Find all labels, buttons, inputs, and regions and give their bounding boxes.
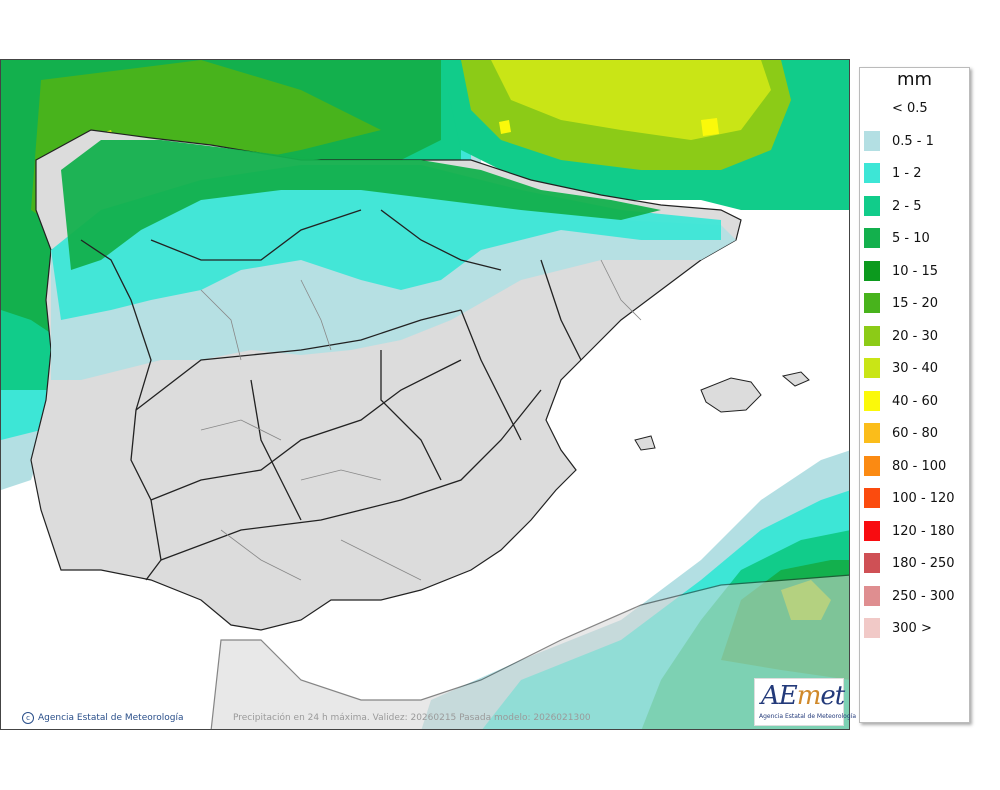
legend-row: 80 - 100 bbox=[864, 455, 968, 476]
map-canvas bbox=[1, 60, 849, 729]
legend-swatch bbox=[864, 390, 880, 411]
logo-part-ae: AE bbox=[761, 681, 798, 711]
portugal-border bbox=[80, 239, 162, 581]
legend-swatch bbox=[864, 130, 880, 151]
legend-label: 100 - 120 bbox=[892, 491, 955, 506]
legend-row: 0.5 - 1 bbox=[864, 130, 968, 151]
legend-row: 250 - 300 bbox=[864, 585, 968, 606]
island-menorca bbox=[781, 371, 810, 387]
aemet-logo-subtitle: Agencia Estatal de Meteorología bbox=[759, 713, 856, 720]
legend-swatch bbox=[864, 618, 880, 638]
legend-label: 10 - 15 bbox=[892, 263, 939, 279]
island-mallorca bbox=[700, 377, 762, 413]
legend-row: 30 - 40 bbox=[864, 358, 968, 378]
credit-text: Agencia Estatal de Meteorología bbox=[38, 713, 184, 723]
legend-label: 80 - 100 bbox=[892, 458, 947, 474]
legend-row: 120 - 180 bbox=[864, 520, 968, 541]
legend-label: 0.5 - 1 bbox=[892, 133, 934, 149]
island-ibiza bbox=[634, 435, 656, 451]
legend-row: 60 - 80 bbox=[864, 423, 968, 443]
legend-swatch bbox=[864, 163, 880, 183]
legend-row: 180 - 250 bbox=[864, 553, 968, 573]
precip-north-40-60 bbox=[701, 118, 719, 136]
legend-label: 5 - 10 bbox=[892, 231, 930, 246]
legend-label: 250 - 300 bbox=[892, 588, 955, 604]
legend-swatch bbox=[864, 325, 880, 346]
legend-row: 5 - 10 bbox=[864, 228, 968, 248]
legend-row: 300 > bbox=[864, 618, 968, 638]
precip-north-40-60b bbox=[499, 120, 511, 134]
legend-label: 40 - 60 bbox=[892, 393, 939, 409]
legend-panel: mm < 0.5 0.5 - 1 1 - 2 2 - 5 5 - 10 10 - 15 15… bbox=[859, 67, 970, 723]
province-borders bbox=[200, 259, 642, 581]
legend-row: 40 - 60 bbox=[864, 390, 968, 411]
legend-swatch bbox=[864, 293, 880, 313]
legend-row: 1 - 2 bbox=[864, 163, 968, 183]
legend-label: 30 - 40 bbox=[892, 361, 939, 376]
legend-label: 180 - 250 bbox=[892, 556, 955, 571]
credit-label: c Agencia Estatal de Meteorología bbox=[22, 712, 184, 724]
africa-land bbox=[210, 574, 849, 729]
logo-part-m: m bbox=[796, 681, 822, 711]
legend-swatch bbox=[864, 520, 880, 541]
legend-swatch bbox=[864, 455, 880, 476]
legend-label: 60 - 80 bbox=[892, 426, 939, 441]
legend-swatch bbox=[864, 553, 880, 573]
legend-label: 1 - 2 bbox=[892, 166, 922, 181]
legend-swatch bbox=[864, 423, 880, 443]
region-borders bbox=[135, 209, 582, 561]
legend-swatch bbox=[864, 228, 880, 248]
aemet-logo: AEmet Agencia Estatal de Meteorología bbox=[754, 678, 856, 726]
legend-label: 120 - 180 bbox=[892, 523, 955, 539]
legend-row: 20 - 30 bbox=[864, 325, 968, 346]
legend-row: 2 - 5 bbox=[864, 195, 968, 216]
legend-label: 20 - 30 bbox=[892, 328, 939, 344]
legend-row: 15 - 20 bbox=[864, 293, 968, 313]
legend-row: < 0.5 bbox=[864, 98, 968, 118]
precipitation-map bbox=[0, 59, 850, 730]
logo-part-et: et bbox=[820, 681, 845, 711]
legend-row: 10 - 15 bbox=[864, 260, 968, 281]
aemet-logo-text: AEmet bbox=[761, 681, 845, 711]
legend-label: 15 - 20 bbox=[892, 296, 939, 311]
legend-label: 2 - 5 bbox=[892, 198, 922, 214]
legend-row: 100 - 120 bbox=[864, 488, 968, 508]
precip-land-north-5-10 bbox=[61, 140, 661, 270]
legend-swatch bbox=[864, 260, 880, 281]
legend-label: < 0.5 bbox=[892, 101, 928, 116]
copyright-icon: c bbox=[22, 712, 34, 724]
legend-swatch bbox=[864, 585, 880, 606]
legend-swatch bbox=[864, 98, 880, 118]
map-caption: Precipitación en 24 h máxima. Validez: 2… bbox=[233, 713, 591, 723]
legend-swatch bbox=[864, 195, 880, 216]
legend-swatch bbox=[864, 488, 880, 508]
legend-swatch bbox=[864, 358, 880, 378]
legend-label: 300 > bbox=[892, 621, 932, 636]
legend-unit: mm bbox=[896, 69, 933, 90]
